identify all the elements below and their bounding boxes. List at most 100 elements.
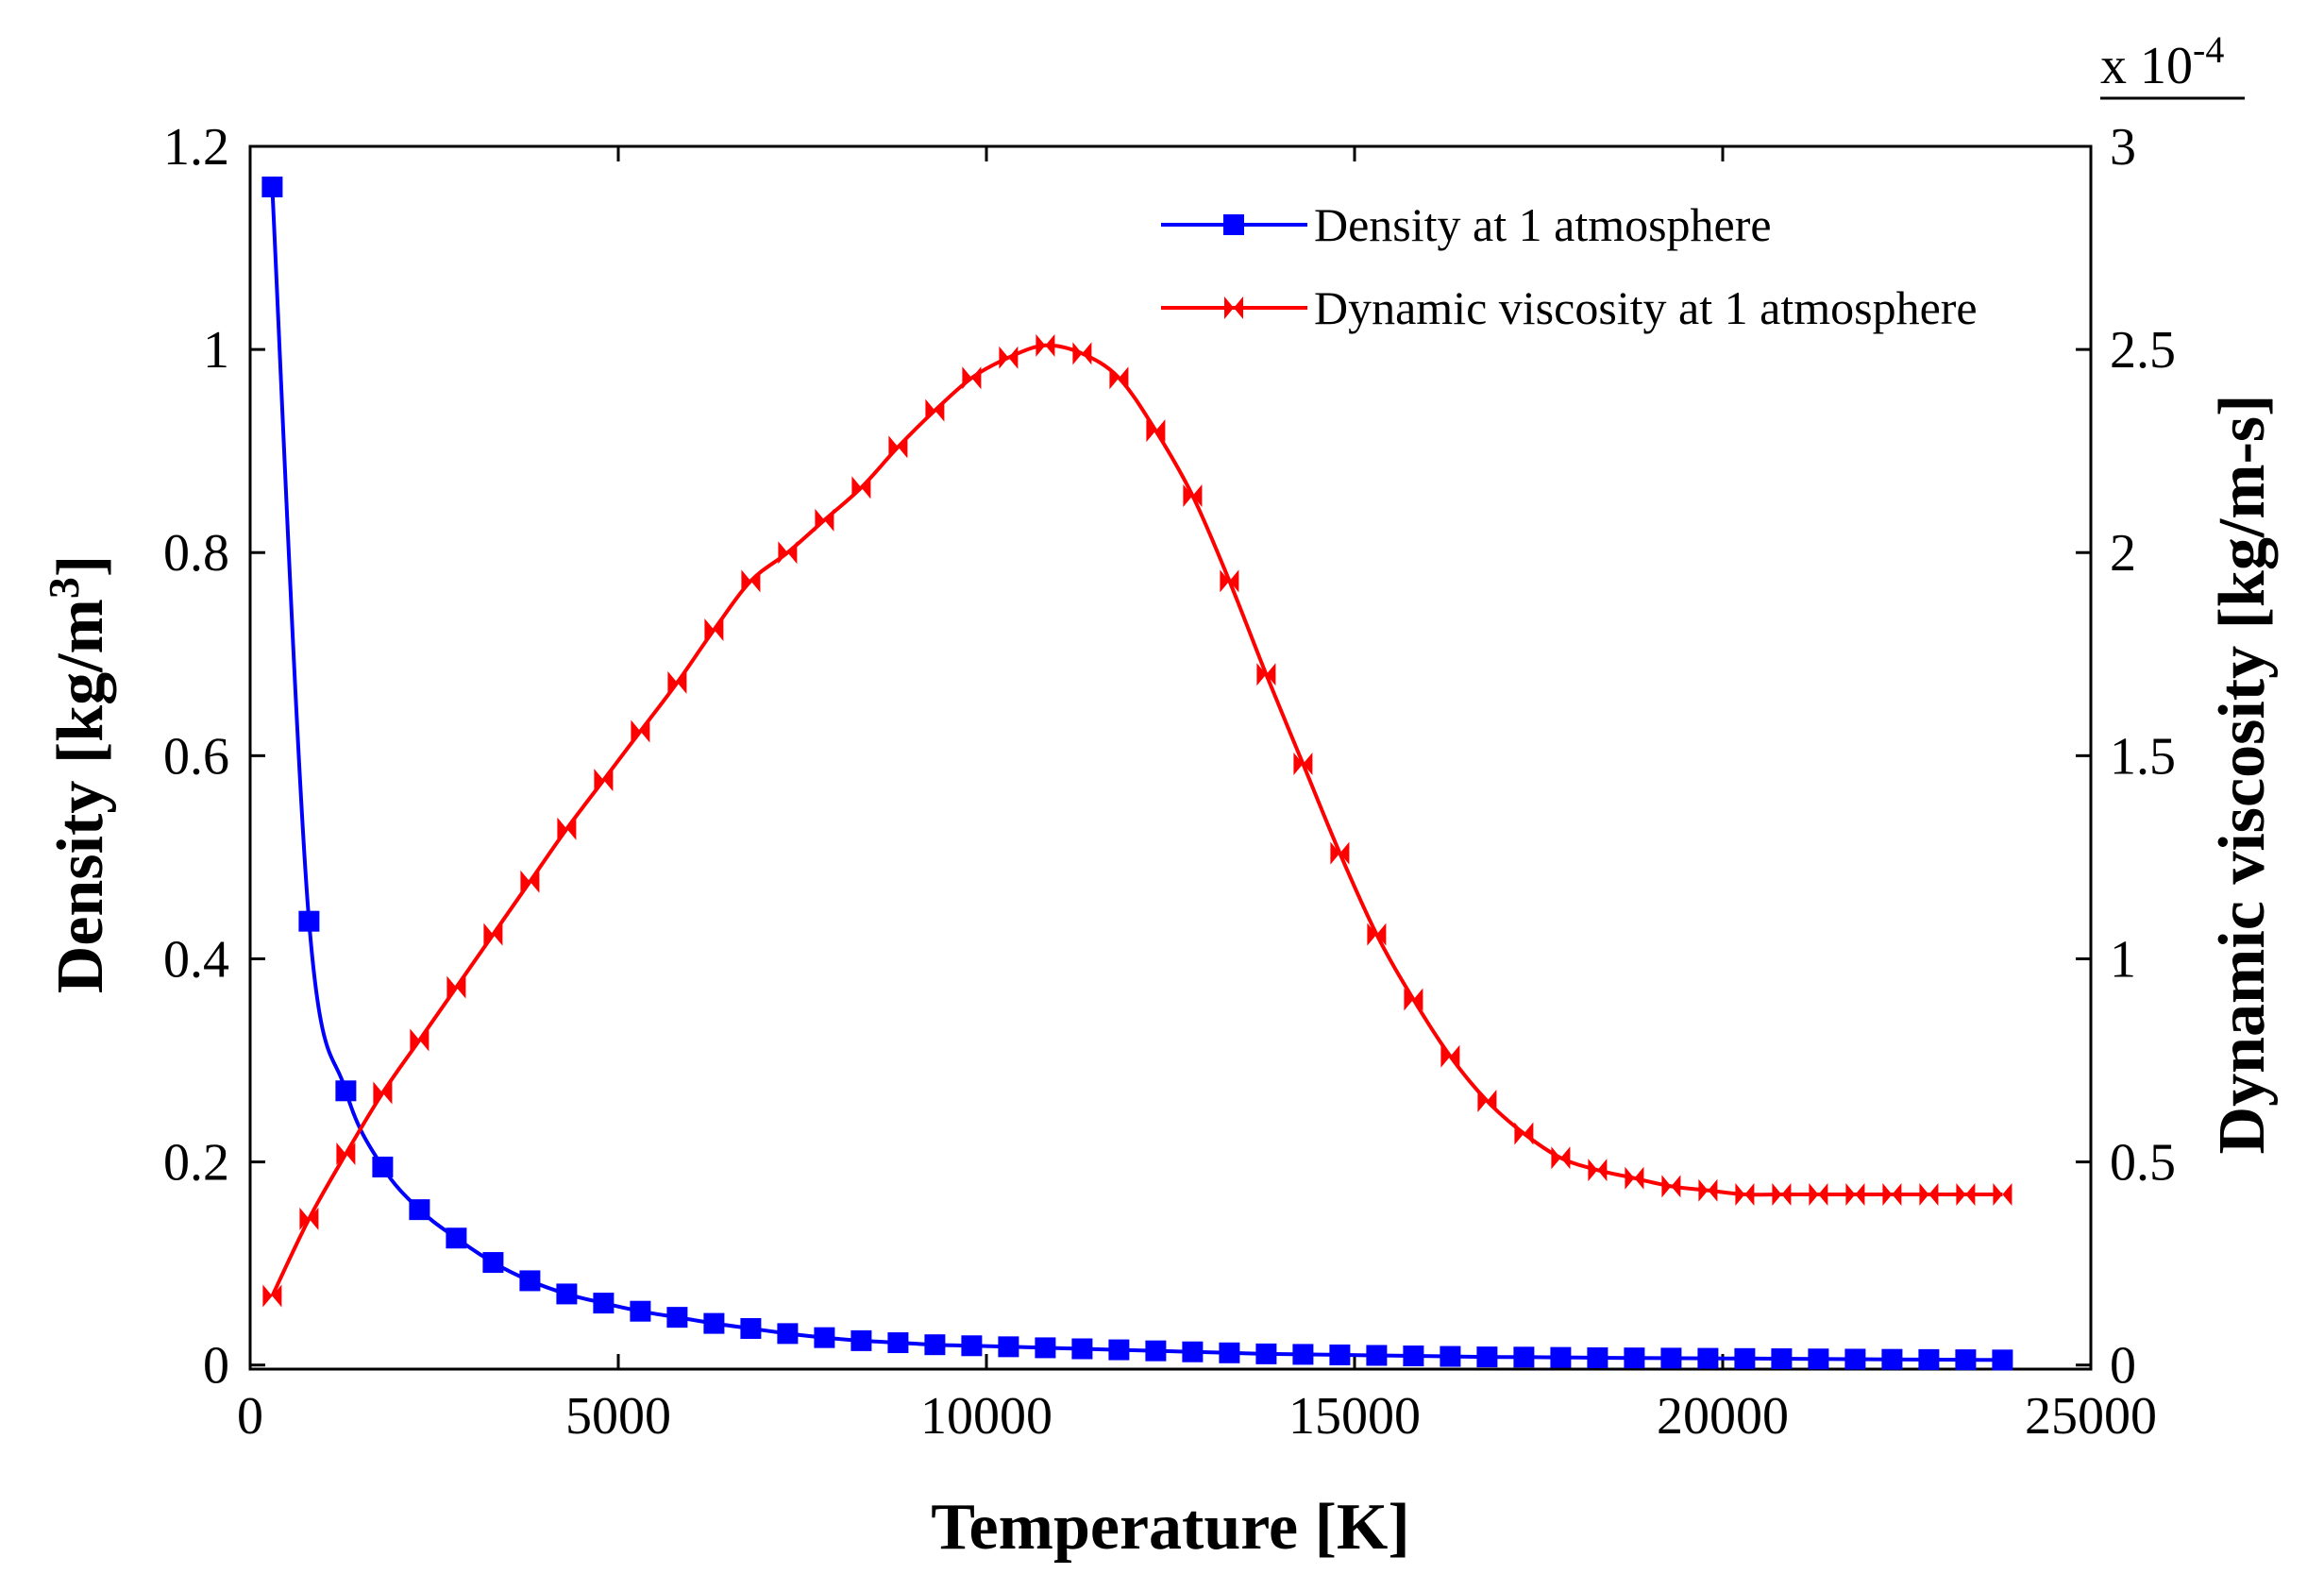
- density-point: [1918, 1348, 1940, 1370]
- y2-scale-prefix: x 10: [2100, 37, 2193, 95]
- y-tick-label: 0.2: [163, 1134, 229, 1193]
- viscosity-point: [1956, 1183, 1976, 1206]
- viscosity-point: [299, 1207, 319, 1230]
- viscosity-point: [410, 1028, 429, 1052]
- density-point: [1697, 1347, 1719, 1369]
- density-point: [335, 1080, 357, 1102]
- viscosity-point: [483, 922, 503, 946]
- viscosity-point: [1625, 1166, 1644, 1190]
- y-tick-label: 1: [203, 321, 229, 380]
- density-point: [1624, 1347, 1645, 1369]
- density-point: [446, 1227, 467, 1249]
- viscosity-point: [373, 1081, 393, 1105]
- density-point: [1992, 1349, 2013, 1371]
- viscosity-point: [1440, 1044, 1460, 1068]
- density-point: [1182, 1341, 1204, 1363]
- density-point: [261, 177, 283, 198]
- x-axis-title: Temperature [K]: [931, 1491, 1409, 1564]
- density-point: [1145, 1340, 1167, 1362]
- density-point: [814, 1327, 835, 1348]
- y-tick-label: 0.8: [163, 524, 229, 583]
- viscosity-point: [1772, 1183, 1792, 1206]
- viscosity-point: [925, 398, 945, 422]
- x-tick-label: 15000: [1288, 1387, 1421, 1446]
- viscosity-point: [1293, 752, 1313, 775]
- viscosity-point: [1993, 1183, 2012, 1206]
- density-point: [1366, 1345, 1388, 1366]
- viscosity-point: [1109, 366, 1129, 390]
- viscosity-point: [999, 346, 1019, 369]
- y2-tick-label: 1.5: [2110, 727, 2176, 786]
- density-point: [1329, 1344, 1351, 1365]
- density-point: [1219, 1342, 1240, 1363]
- viscosity-point: [1882, 1183, 1902, 1206]
- y-axis-title-sup: 3: [40, 577, 88, 599]
- density-point: [409, 1199, 430, 1221]
- density-point: [924, 1334, 946, 1356]
- y2-tick-label: 2.5: [2110, 321, 2176, 380]
- legend: Density at 1 atmosphere Dynamic viscosit…: [1161, 198, 1978, 334]
- y-axis-title: Density [kg/m3]: [40, 555, 118, 993]
- density-point: [519, 1270, 541, 1292]
- viscosity-point: [704, 618, 724, 641]
- viscosity-point: [778, 541, 798, 565]
- viscosity-point: [888, 435, 908, 459]
- density-point: [1440, 1346, 1461, 1367]
- y2-tick-labels: 0 0.5 1 1.5 2 2.5 3: [2110, 118, 2176, 1396]
- y-tick-label: 0.6: [163, 727, 229, 786]
- series-layer: [261, 177, 2013, 1371]
- density-point: [593, 1293, 615, 1314]
- plot-area: [248, 144, 2093, 1371]
- viscosity-point: [962, 366, 982, 390]
- density-point: [1660, 1347, 1682, 1369]
- viscosity-point: [1698, 1178, 1718, 1202]
- density-point: [1292, 1344, 1314, 1365]
- density-point: [1108, 1339, 1130, 1361]
- legend-label-density: Density at 1 atmosphere: [1314, 198, 1772, 251]
- legend-marker-viscosity: [1224, 296, 1243, 319]
- density-point: [1955, 1349, 1977, 1371]
- y2-tick-label: 3: [2110, 118, 2136, 177]
- density-point: [1476, 1346, 1498, 1368]
- density-point: [482, 1252, 504, 1274]
- x-tick-labels: 0 5000 10000 15000 20000 25000: [237, 1387, 2157, 1446]
- density-point: [298, 910, 320, 932]
- viscosity-point: [1220, 569, 1239, 593]
- viscosity-point: [1146, 419, 1166, 443]
- y2-tick-label: 2: [2110, 524, 2136, 583]
- viscosity-point: [1588, 1159, 1608, 1182]
- viscosity-point: [1551, 1146, 1571, 1170]
- density-point: [1881, 1348, 1903, 1370]
- y2-tick-label: 0.5: [2110, 1134, 2176, 1193]
- density-point: [1844, 1348, 1866, 1370]
- viscosity-point: [594, 769, 614, 792]
- viscosity-point: [1661, 1175, 1681, 1198]
- viscosity-point: [336, 1142, 356, 1165]
- density-point: [998, 1336, 1019, 1358]
- viscosity-point: [262, 1284, 282, 1308]
- viscosity-point: [1330, 841, 1350, 865]
- density-point: [740, 1317, 762, 1339]
- viscosity-point: [851, 476, 871, 499]
- density-point: [666, 1307, 688, 1329]
- y-tick-label: 0.4: [163, 930, 229, 989]
- viscosity-point: [520, 870, 540, 893]
- y-axis-title-main: Density [kg/m: [44, 599, 117, 993]
- viscosity-point: [1036, 333, 1055, 357]
- density-point: [887, 1332, 909, 1354]
- y-axis-title-close: ]: [44, 555, 117, 577]
- viscosity-point: [1367, 922, 1387, 946]
- y2-axis-title: Dynamic viscosity [kg/m-s]: [2206, 395, 2279, 1155]
- density-point: [961, 1335, 983, 1357]
- viscosity-point: [1919, 1183, 1939, 1206]
- viscosity-point: [1404, 988, 1423, 1011]
- x-tick-label: 25000: [2025, 1387, 2157, 1446]
- density-point: [1808, 1348, 1829, 1370]
- x-tick-label: 20000: [1657, 1387, 1789, 1446]
- y-tick-labels: 0 0.2 0.4 0.6 0.8 1 1.2: [163, 118, 229, 1396]
- density-point: [1035, 1337, 1056, 1359]
- viscosity-point: [1072, 342, 1092, 365]
- density-point: [1255, 1343, 1277, 1364]
- viscosity-point: [1256, 663, 1276, 686]
- x-tick-label: 0: [237, 1387, 263, 1446]
